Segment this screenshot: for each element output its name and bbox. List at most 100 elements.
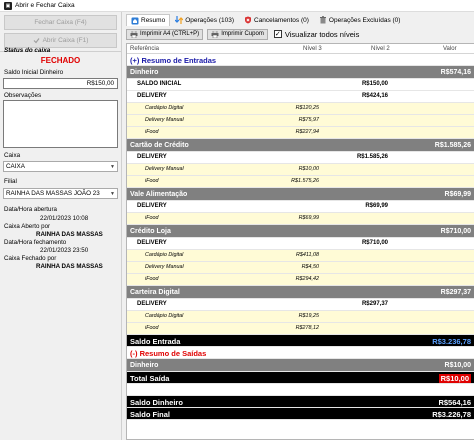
cell-ref: Cartão de Crédito bbox=[130, 142, 189, 149]
cell-n3: R$120,25 bbox=[295, 105, 319, 111]
cell-n3: R$278,12 bbox=[295, 325, 319, 331]
header-nivel2[interactable]: Nível 2 bbox=[371, 46, 390, 52]
cell-valor: R$1.585,26 bbox=[434, 142, 471, 149]
chevron-down-icon: ▼ bbox=[110, 163, 115, 170]
table-row[interactable]: Vale Alimentação R$69,99 bbox=[127, 188, 474, 201]
observacoes-label: Observações bbox=[4, 92, 42, 99]
table-row[interactable]: Dinheiro R$10,00 bbox=[127, 359, 474, 372]
table-row[interactable]: Cardápio Digital R$19,25 bbox=[127, 311, 474, 323]
grid-header: Referência Nível 3 Nível 2 Valor bbox=[127, 44, 474, 54]
cell-n3: R$69,99 bbox=[298, 215, 319, 221]
table-row[interactable]: DELIVERY R$297,37 bbox=[127, 299, 474, 311]
cell-n3: R$227,94 bbox=[295, 129, 319, 135]
table-row[interactable] bbox=[127, 384, 474, 396]
cell-ref: iFood bbox=[145, 129, 159, 135]
saldo-inicial-label: Saldo Inicial Dinheiro bbox=[4, 69, 64, 76]
table-row[interactable]: Saldo Dinheiro R$564,16 bbox=[127, 396, 474, 408]
fechar-caixa-button[interactable]: Fechar Caixa (F4) bbox=[4, 15, 117, 30]
fechamento-value: 22/01/2023 23:50 bbox=[40, 247, 89, 254]
window-title: Abrir e Fechar Caixa bbox=[15, 2, 75, 9]
table-row[interactable]: Delivery Manual R$75,97 bbox=[127, 115, 474, 127]
printer-icon bbox=[130, 30, 138, 38]
table-row[interactable]: DELIVERY R$69,99 bbox=[127, 201, 474, 213]
cell-ref: Crédito Loja bbox=[130, 228, 171, 235]
table-row[interactable]: Cardápio Digital R$411,08 bbox=[127, 250, 474, 262]
chevron-down-icon: ▼ bbox=[110, 190, 115, 197]
trash-icon bbox=[319, 16, 327, 24]
cell-valor: R$297,37 bbox=[440, 289, 471, 296]
cell-ref: Delivery Manual bbox=[145, 117, 184, 123]
table-row[interactable]: Delivery Manual R$10,00 bbox=[127, 164, 474, 176]
print-cupom-button[interactable]: Imprimir Cupom bbox=[207, 28, 268, 40]
tab-cancelamentos[interactable]: Cancelamentos (0) bbox=[239, 14, 314, 26]
cell-n3: R$19,25 bbox=[298, 313, 319, 319]
abertura-label: Data/Hora abertura bbox=[4, 206, 57, 213]
table-row[interactable]: DELIVERY R$1.585,26 bbox=[127, 152, 474, 164]
cell-ref: DELIVERY bbox=[137, 301, 167, 307]
caixa-select[interactable]: CAIXA ▼ bbox=[3, 161, 118, 172]
cell-ref: DELIVERY bbox=[137, 93, 167, 99]
status-value: FECHADO bbox=[40, 56, 81, 65]
table-row[interactable]: iFood R$69,99 bbox=[127, 213, 474, 225]
cell-n2: R$297,37 bbox=[361, 301, 388, 307]
table-row[interactable]: DELIVERY R$424,16 bbox=[127, 91, 474, 103]
table-row[interactable]: Saldo Final R$3.226,78 bbox=[127, 408, 474, 420]
print-a4-button[interactable]: Imprimir A4 (CTRL+P) bbox=[126, 28, 204, 40]
table-row[interactable]: iFood R$1.575,26 bbox=[127, 176, 474, 188]
summary-grid: Referência Nível 3 Nível 2 Valor (+) Res… bbox=[126, 43, 474, 440]
cell-ref: (+) Resumo de Entradas bbox=[130, 56, 217, 65]
tab-label: Cancelamentos (0) bbox=[254, 16, 309, 24]
table-row[interactable]: DELIVERY R$710,00 bbox=[127, 238, 474, 250]
shield-x-icon bbox=[244, 16, 252, 24]
table-row[interactable]: Saldo Entrada R$3.236,78 bbox=[127, 335, 474, 347]
cell-ref: Delivery Manual bbox=[145, 166, 184, 172]
cell-ref: Carteira Digital bbox=[130, 289, 180, 296]
divider bbox=[0, 51, 121, 52]
table-row[interactable]: Cardápio Digital R$120,25 bbox=[127, 103, 474, 115]
cell-valor: R$574,16 bbox=[440, 69, 471, 76]
fechado-por-label: Caixa Fechado por bbox=[4, 255, 57, 262]
header-referencia[interactable]: Referência bbox=[130, 46, 160, 52]
table-row[interactable]: Dinheiro R$574,16 bbox=[127, 66, 474, 79]
cell-n3: R$294,42 bbox=[295, 276, 319, 282]
caixa-label: Caixa bbox=[4, 152, 21, 159]
table-row[interactable]: Total Saída R$10,00 bbox=[127, 372, 474, 384]
cell-n3: R$75,97 bbox=[298, 117, 319, 123]
tab-operacoes-excluidas[interactable]: Operações Excluídas (0) bbox=[314, 14, 406, 26]
title-bar: ▣ Abrir e Fechar Caixa bbox=[0, 0, 474, 12]
cell-ref: Vale Alimentação bbox=[130, 191, 188, 198]
header-valor[interactable]: Valor bbox=[443, 46, 457, 52]
table-row[interactable]: Crédito Loja R$710,00 bbox=[127, 225, 474, 238]
table-row[interactable]: (-) Resumo de Saídas bbox=[127, 347, 474, 359]
tab-operacoes[interactable]: Operações (103) bbox=[170, 14, 239, 26]
table-row[interactable]: Delivery Manual R$4,50 bbox=[127, 262, 474, 274]
cell-ref: Saldo Entrada bbox=[130, 337, 181, 346]
cell-valor: R$3.226,78 bbox=[432, 410, 471, 419]
printer-icon bbox=[211, 30, 219, 38]
filial-select[interactable]: RAINHA DAS MASSAS JOÃO 23 ▼ bbox=[3, 188, 118, 199]
table-row[interactable]: SALDO INICIAL R$150,00 bbox=[127, 79, 474, 91]
cell-n2: R$424,16 bbox=[361, 93, 388, 99]
cell-ref: (-) Resumo de Saídas bbox=[130, 349, 207, 358]
table-row[interactable]: (+) Resumo de Entradas bbox=[127, 54, 474, 66]
cell-valor: R$3.236,78 bbox=[432, 337, 471, 346]
abrir-caixa-button[interactable]: Abrir Caixa (F1) bbox=[4, 33, 117, 48]
fechado-por-value: RAINHA DAS MASSAS bbox=[36, 263, 103, 270]
cell-ref: iFood bbox=[145, 215, 159, 221]
observacoes-textarea[interactable] bbox=[3, 100, 118, 148]
caixa-select-value: CAIXA bbox=[6, 163, 25, 170]
cell-valor: R$10,00 bbox=[444, 362, 471, 369]
cell-valor: R$10,00 bbox=[438, 374, 471, 383]
visualizar-checkbox[interactable]: ✓ Visualizar todos níveis bbox=[273, 30, 359, 39]
saldo-inicial-input[interactable]: R$150,00 bbox=[3, 78, 118, 89]
table-row[interactable]: iFood R$294,42 bbox=[127, 274, 474, 286]
cell-valor: R$564,16 bbox=[438, 398, 471, 407]
table-row[interactable]: Cartão de Crédito R$1.585,26 bbox=[127, 139, 474, 152]
cell-ref: Cardápio Digital bbox=[145, 313, 184, 319]
cell-valor: R$710,00 bbox=[440, 228, 471, 235]
header-nivel3[interactable]: Nível 3 bbox=[303, 46, 322, 52]
table-row[interactable]: iFood R$227,94 bbox=[127, 127, 474, 139]
tab-resumo[interactable]: Resumo bbox=[126, 14, 171, 26]
table-row[interactable]: iFood R$278,12 bbox=[127, 323, 474, 335]
table-row[interactable]: Carteira Digital R$297,37 bbox=[127, 286, 474, 299]
